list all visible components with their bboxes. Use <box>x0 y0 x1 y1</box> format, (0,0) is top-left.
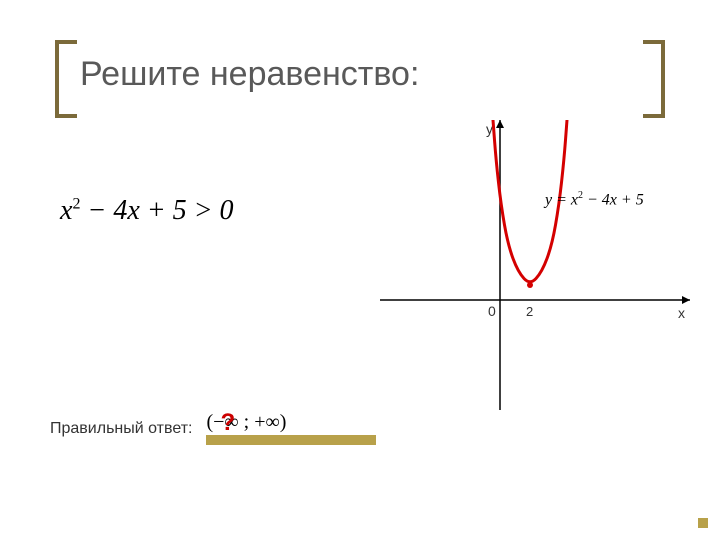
corner-decorator <box>698 518 708 528</box>
title-bracket-right <box>643 40 665 118</box>
ineq-rest: − 4x + 5 > 0 <box>80 195 233 226</box>
answer-question-mark: ? <box>220 409 235 437</box>
ineq-var: x <box>60 195 72 226</box>
slide-title: Решите неравенство: <box>80 55 419 94</box>
parabola-graph: yx02 <box>380 120 690 420</box>
svg-text:2: 2 <box>526 304 533 319</box>
svg-text:0: 0 <box>488 303 496 319</box>
eqn-pre: y = x <box>545 191 578 208</box>
title-bracket-left <box>55 40 77 118</box>
answer-row: Правильный ответ: (−∞ ; +∞) ? <box>50 415 376 443</box>
svg-text:x: x <box>678 305 685 321</box>
inequality-expression: x2 − 4x + 5 > 0 <box>60 195 234 227</box>
answer-expression: (−∞ ; +∞) <box>206 411 286 434</box>
eqn-rest: − 4x + 5 <box>583 191 644 208</box>
answer-label: Правильный ответ: <box>50 420 192 438</box>
curve-equation: y = x2 − 4x + 5 <box>545 190 644 209</box>
answer-box: (−∞ ; +∞) ? <box>206 415 376 443</box>
